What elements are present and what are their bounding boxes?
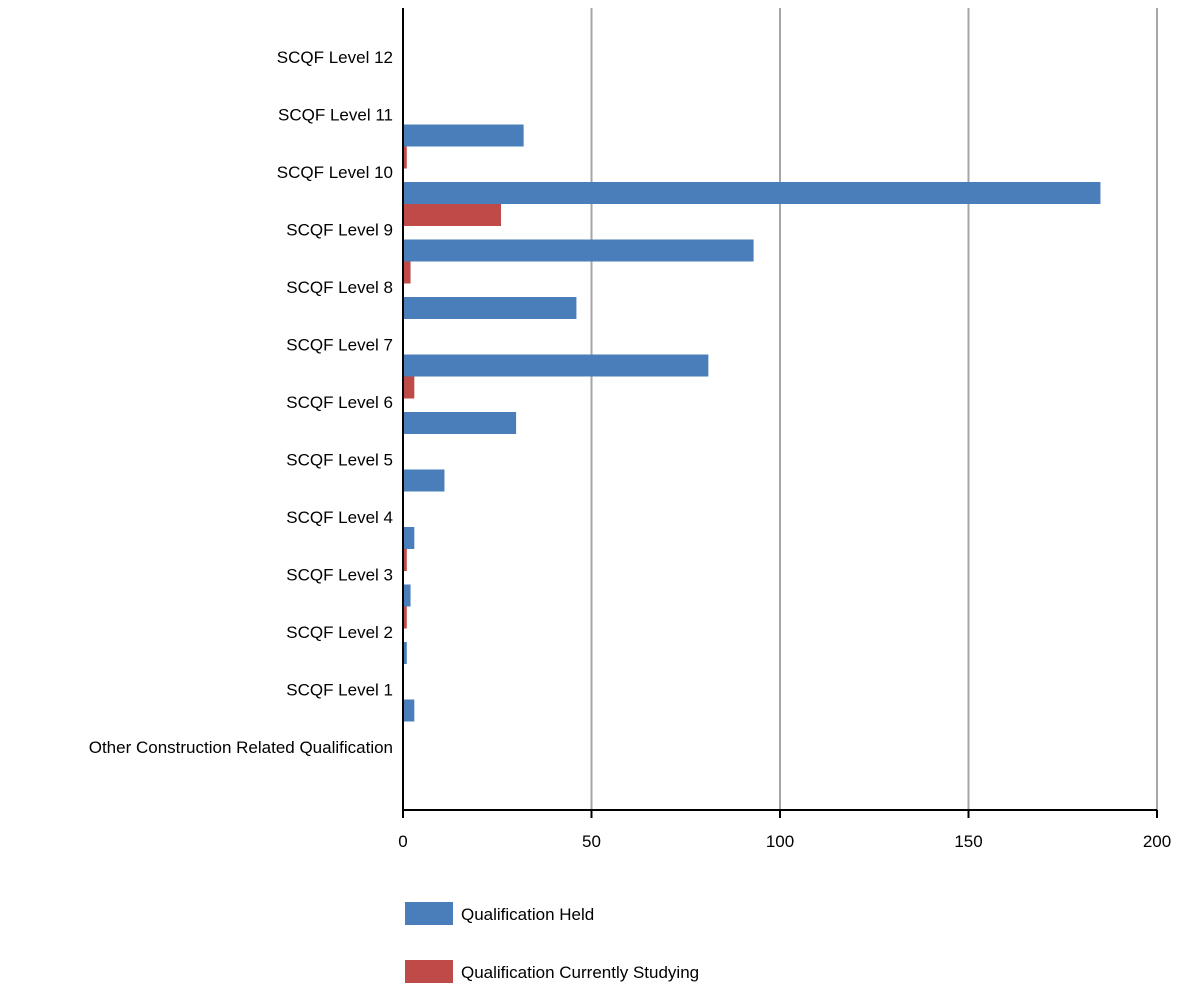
bar-held [404,469,445,492]
bar-held [404,297,577,319]
x-tick-label-0: 0 [398,832,407,851]
bar-held [404,182,1101,204]
category-label: SCQF Level 12 [277,48,393,67]
category-label: SCQF Level 4 [286,508,393,527]
bar-held [404,124,524,147]
bar-studying [404,606,407,629]
category-label: SCQF Level 6 [286,393,393,412]
x-tick-label-200: 200 [1143,832,1171,851]
legend-swatch-held [405,902,453,925]
category-label: SCQF Level 11 [278,106,393,125]
legend: Qualification Held Qualification Currentl… [405,902,699,983]
category-label: Other Construction Related Qualification [89,738,393,757]
category-label: SCQF Level 9 [286,221,393,240]
bar-studying [404,549,407,571]
category-labels: SCQF Level 12 SCQF Level 11 SCQF Level 10 S… [89,48,393,757]
category-label: SCQF Level 2 [286,623,393,642]
bar-studying [404,204,502,226]
category-label: SCQF Level 10 [277,163,393,182]
bar-studying [404,261,411,284]
bar-held [404,239,754,262]
bar-studying [404,146,407,169]
x-tick-labels: 0 50 100 150 200 [398,810,1171,851]
x-tick-label-50: 50 [582,832,601,851]
x-tick-label-100: 100 [766,832,794,851]
bar-held [404,354,709,377]
category-label: SCQF Level 7 [286,336,393,355]
legend-swatch-studying [405,960,453,983]
bar-held [404,699,415,722]
bar-held [404,527,415,549]
category-label: SCQF Level 1 [286,681,393,700]
legend-label-held: Qualification Held [461,905,594,924]
x-gridlines [590,8,1158,810]
category-label: SCQF Level 3 [286,566,393,585]
bar-held [404,642,407,664]
bar-studying [404,376,415,399]
legend-label-studying: Qualification Currently Studying [461,963,699,982]
bars [404,124,1101,722]
bar-held [404,584,411,607]
category-label: SCQF Level 5 [286,451,393,470]
x-tick-label-150: 150 [954,832,982,851]
category-label: SCQF Level 8 [286,278,393,297]
bar-held [404,412,517,434]
